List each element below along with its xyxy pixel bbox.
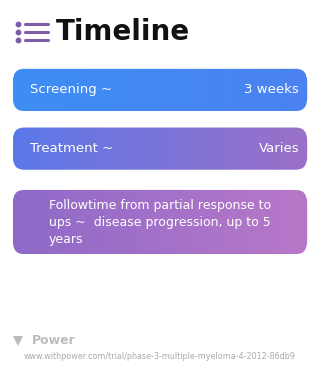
- Text: 3 weeks: 3 weeks: [244, 83, 299, 97]
- FancyBboxPatch shape: [13, 128, 307, 170]
- FancyBboxPatch shape: [13, 69, 307, 111]
- Text: Power: Power: [32, 334, 76, 347]
- Text: Varies: Varies: [259, 142, 299, 155]
- Text: Followtime from partial response to
ups ~  disease progression, up to 5
years: Followtime from partial response to ups …: [49, 199, 271, 246]
- FancyBboxPatch shape: [13, 190, 307, 254]
- Text: Screening ~: Screening ~: [30, 83, 113, 97]
- Text: Timeline: Timeline: [56, 18, 190, 46]
- Text: Treatment ~: Treatment ~: [30, 142, 114, 155]
- Text: www.withpower.com/trial/phase-3-multiple-myeloma-4-2012-86db9: www.withpower.com/trial/phase-3-multiple…: [24, 352, 296, 361]
